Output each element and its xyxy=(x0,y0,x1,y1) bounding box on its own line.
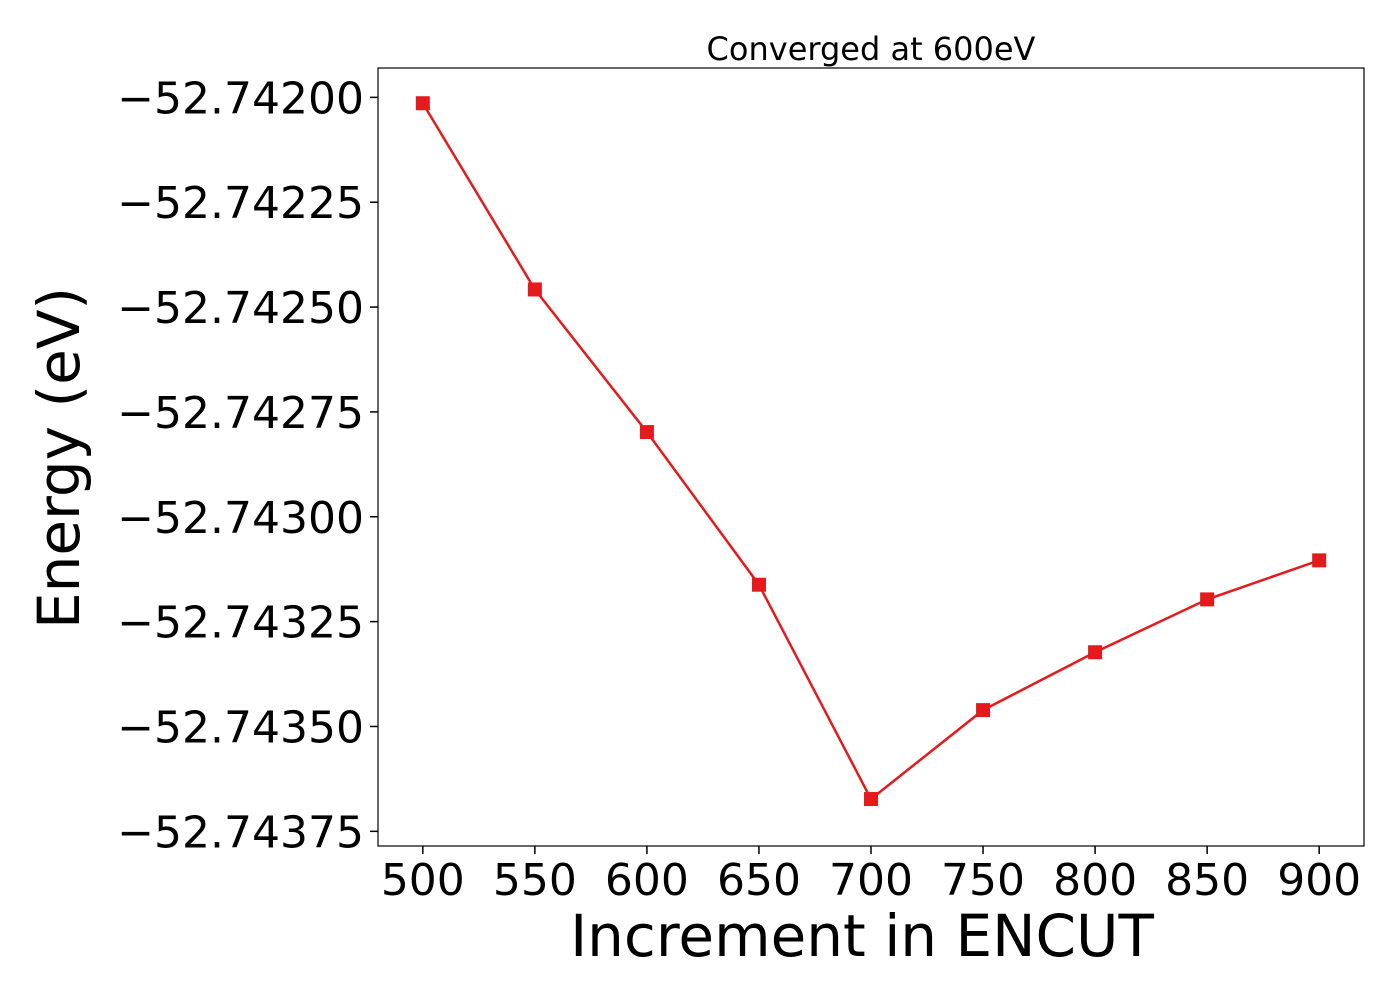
x-tick-label: 900 xyxy=(1277,855,1361,906)
x-tick-label: 500 xyxy=(381,855,465,906)
y-tick-label: −52.74300 xyxy=(117,493,364,544)
x-tick-label: 650 xyxy=(717,855,801,906)
x-axis: 500 550 600 650 700 750 800 850 900 xyxy=(381,846,1361,906)
y-axis-label: Energy (eV) xyxy=(25,287,93,629)
data-point xyxy=(527,282,542,297)
x-tick-label: 700 xyxy=(829,855,913,906)
data-point xyxy=(1088,645,1103,660)
y-tick-label: −52.74375 xyxy=(117,807,364,858)
x-tick-label: 850 xyxy=(1165,855,1249,906)
x-tick-label: 800 xyxy=(1053,855,1137,906)
y-tick-label: −52.74250 xyxy=(117,283,364,334)
x-axis-label: Increment in ENCUT xyxy=(570,902,1154,970)
y-tick-label: −52.74275 xyxy=(117,388,364,439)
y-tick-label: −52.74225 xyxy=(117,178,364,229)
y-axis: −52.74200 −52.74225 −52.74250 −52.74275 −52.… xyxy=(117,73,378,858)
data-point xyxy=(639,425,654,440)
data-point xyxy=(976,703,991,718)
data-point xyxy=(751,577,766,592)
y-tick-label: −52.74350 xyxy=(117,702,364,753)
x-tick-label: 550 xyxy=(493,855,577,906)
y-tick-label: −52.74200 xyxy=(117,73,364,124)
data-point xyxy=(864,792,878,807)
x-tick-label: 750 xyxy=(941,855,1025,906)
data-point xyxy=(1200,592,1215,607)
y-tick-label: −52.74325 xyxy=(117,598,364,649)
data-point xyxy=(415,96,430,111)
series-markers xyxy=(415,96,1327,807)
data-point xyxy=(1312,553,1327,568)
chart-title: Converged at 600eV xyxy=(707,30,1036,68)
x-tick-label: 600 xyxy=(605,855,689,906)
